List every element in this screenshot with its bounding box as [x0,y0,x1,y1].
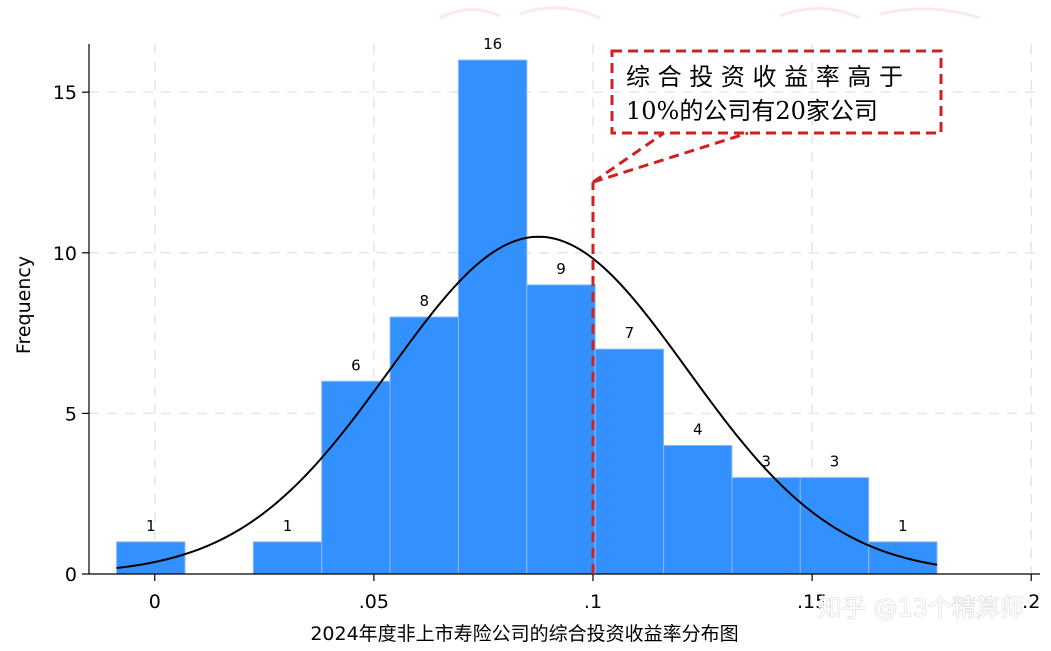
x-tick-label-0: 0 [149,591,161,613]
y-tick-label-2: 10 [53,243,77,265]
annotation-border [610,49,943,135]
y-axis-title: Frequency [13,256,35,354]
histogram-bar-10 [799,477,870,575]
bar-value-label-11: 1 [898,517,908,535]
bar-value-label-2: 1 [283,517,293,535]
connector-line-left [592,131,665,184]
bar-value-label-0: 1 [146,517,156,535]
bar-value-label-4: 8 [419,292,429,310]
x-tick-label-2: .1 [584,591,602,613]
y-tick-label-3: 15 [53,82,77,104]
background-logo-decoration [439,6,981,20]
annotation-text-line-1: 综 合 投 资 收 益 率 高 于 [626,63,903,91]
connector-line-right [592,131,749,184]
histogram-bar-5 [457,59,528,575]
x-tick-label-1: .05 [359,591,389,613]
annotation-text-line-2: 10%的公司有20家公司 [626,97,878,125]
bar-value-label-10: 3 [830,453,840,471]
histogram-bar-2 [252,541,323,575]
bar-value-label-3: 6 [351,356,361,374]
bar-value-label-6: 9 [556,260,566,278]
histogram-bar-3 [321,380,391,575]
x-tick-label-3: .15 [797,591,827,613]
histogram-bar-7 [594,348,665,575]
y-tick-label-1: 5 [65,403,77,425]
bar-value-label-9: 3 [761,453,771,471]
axes: 0 5 10 15 0 .05 .1 .15 .2 [53,44,1040,613]
bar-value-label-7: 7 [625,324,635,342]
annotation-box: 综 合 投 资 收 益 率 高 于 10%的公司有20家公司 [610,49,943,135]
bar-value-label-8: 4 [693,421,703,439]
normal-curve-path [116,235,938,570]
histogram-bar-4 [389,316,459,575]
histogram-bar-6 [526,284,596,575]
histogram-bar-8 [663,445,733,575]
watermark-text: 知乎 @13个精算师 [818,594,1024,622]
histogram-bars [116,59,938,575]
y-tick-label-0: 0 [65,564,77,586]
x-axis-title: 2024年度非上市寿险公司的综合投资收益率分布图 [310,623,738,645]
reference-line-group [591,131,749,574]
bar-value-label-5: 16 [483,35,502,53]
normal-density-curve [116,235,938,570]
x-tick-label-4: .2 [1022,591,1040,613]
